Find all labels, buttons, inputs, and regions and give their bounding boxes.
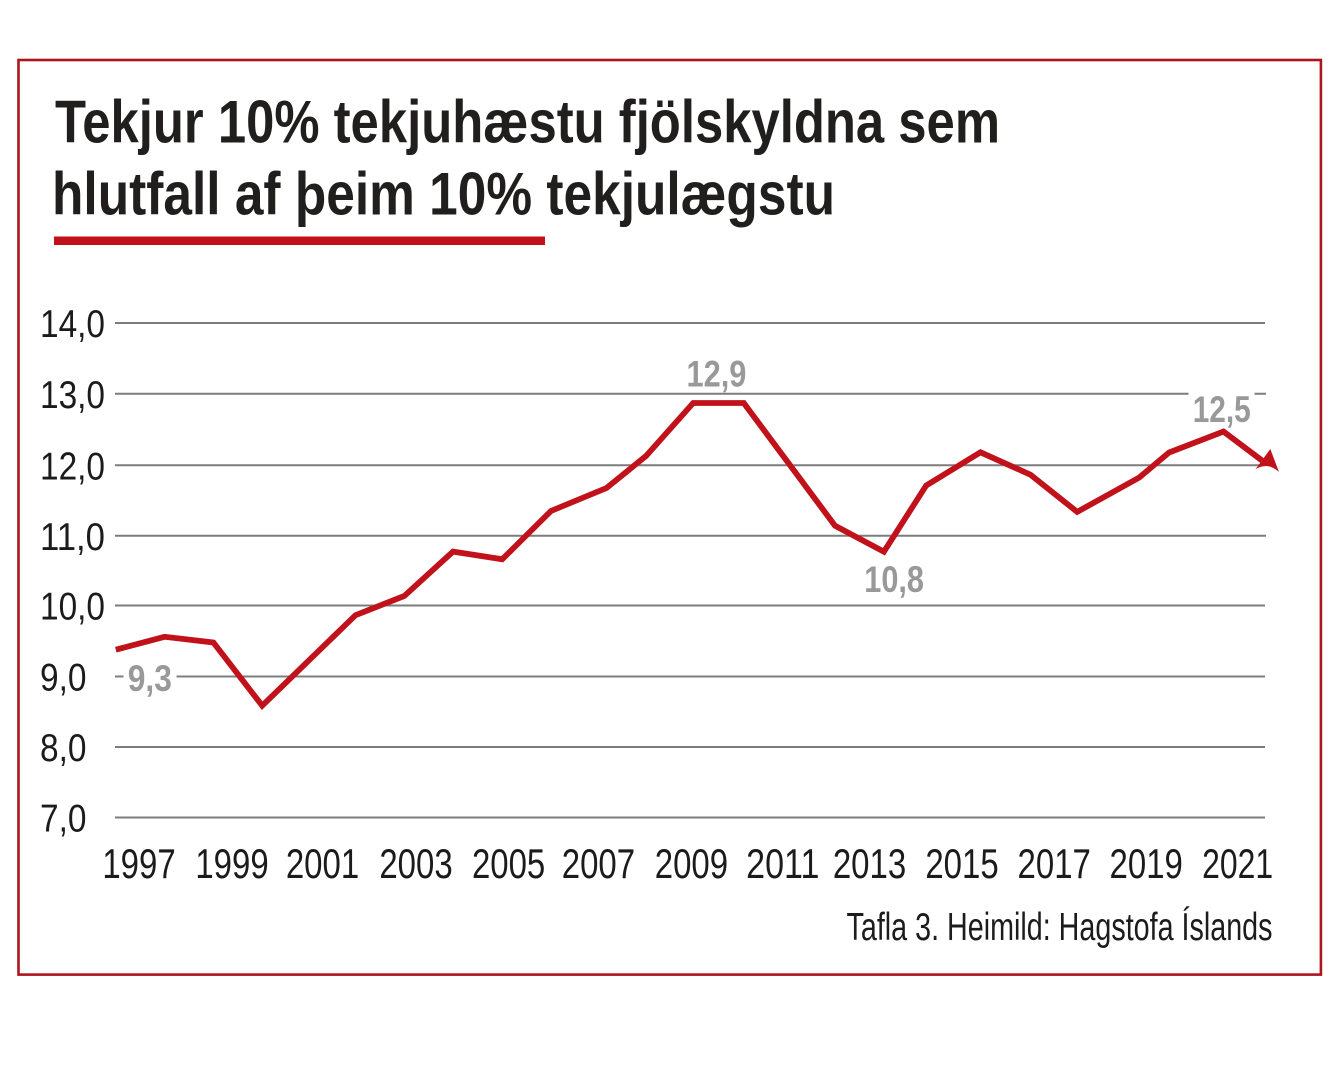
svg-text:2021: 2021: [1202, 840, 1273, 887]
svg-text:2013: 2013: [833, 840, 906, 887]
svg-text:2003: 2003: [379, 840, 452, 887]
svg-text:hlutfall af þeim 10% tekjulægs: hlutfall af þeim 10% tekjulægstu: [52, 161, 835, 228]
svg-text:8,0: 8,0: [40, 727, 87, 770]
svg-text:1999: 1999: [195, 840, 268, 887]
svg-text:Tafla 3. Heimild: Hagstofa Ísl: Tafla 3. Heimild: Hagstofa Íslands: [847, 906, 1273, 949]
svg-text:12,5: 12,5: [1193, 389, 1251, 430]
svg-text:2019: 2019: [1110, 840, 1183, 887]
svg-text:13,0: 13,0: [40, 374, 105, 417]
svg-text:12,9: 12,9: [687, 354, 747, 395]
svg-text:12,0: 12,0: [40, 445, 105, 488]
svg-text:11,0: 11,0: [40, 516, 105, 559]
svg-text:10,8: 10,8: [864, 559, 924, 600]
svg-text:2001: 2001: [286, 840, 359, 887]
svg-text:10,0: 10,0: [40, 586, 105, 629]
svg-text:14,0: 14,0: [40, 303, 105, 346]
svg-text:9,3: 9,3: [128, 658, 172, 699]
svg-text:7,0: 7,0: [40, 798, 87, 841]
svg-text:Tekjur 10% tekjuhæstu fjölskyl: Tekjur 10% tekjuhæstu fjölskyldna sem: [55, 89, 1000, 156]
svg-text:2005: 2005: [472, 840, 545, 887]
svg-text:2015: 2015: [925, 840, 998, 887]
svg-text:2011: 2011: [746, 840, 819, 887]
svg-text:1997: 1997: [102, 840, 175, 887]
svg-text:2009: 2009: [655, 840, 728, 887]
svg-text:2017: 2017: [1018, 840, 1091, 887]
svg-text:9,0: 9,0: [40, 657, 87, 700]
svg-text:2007: 2007: [562, 840, 635, 887]
